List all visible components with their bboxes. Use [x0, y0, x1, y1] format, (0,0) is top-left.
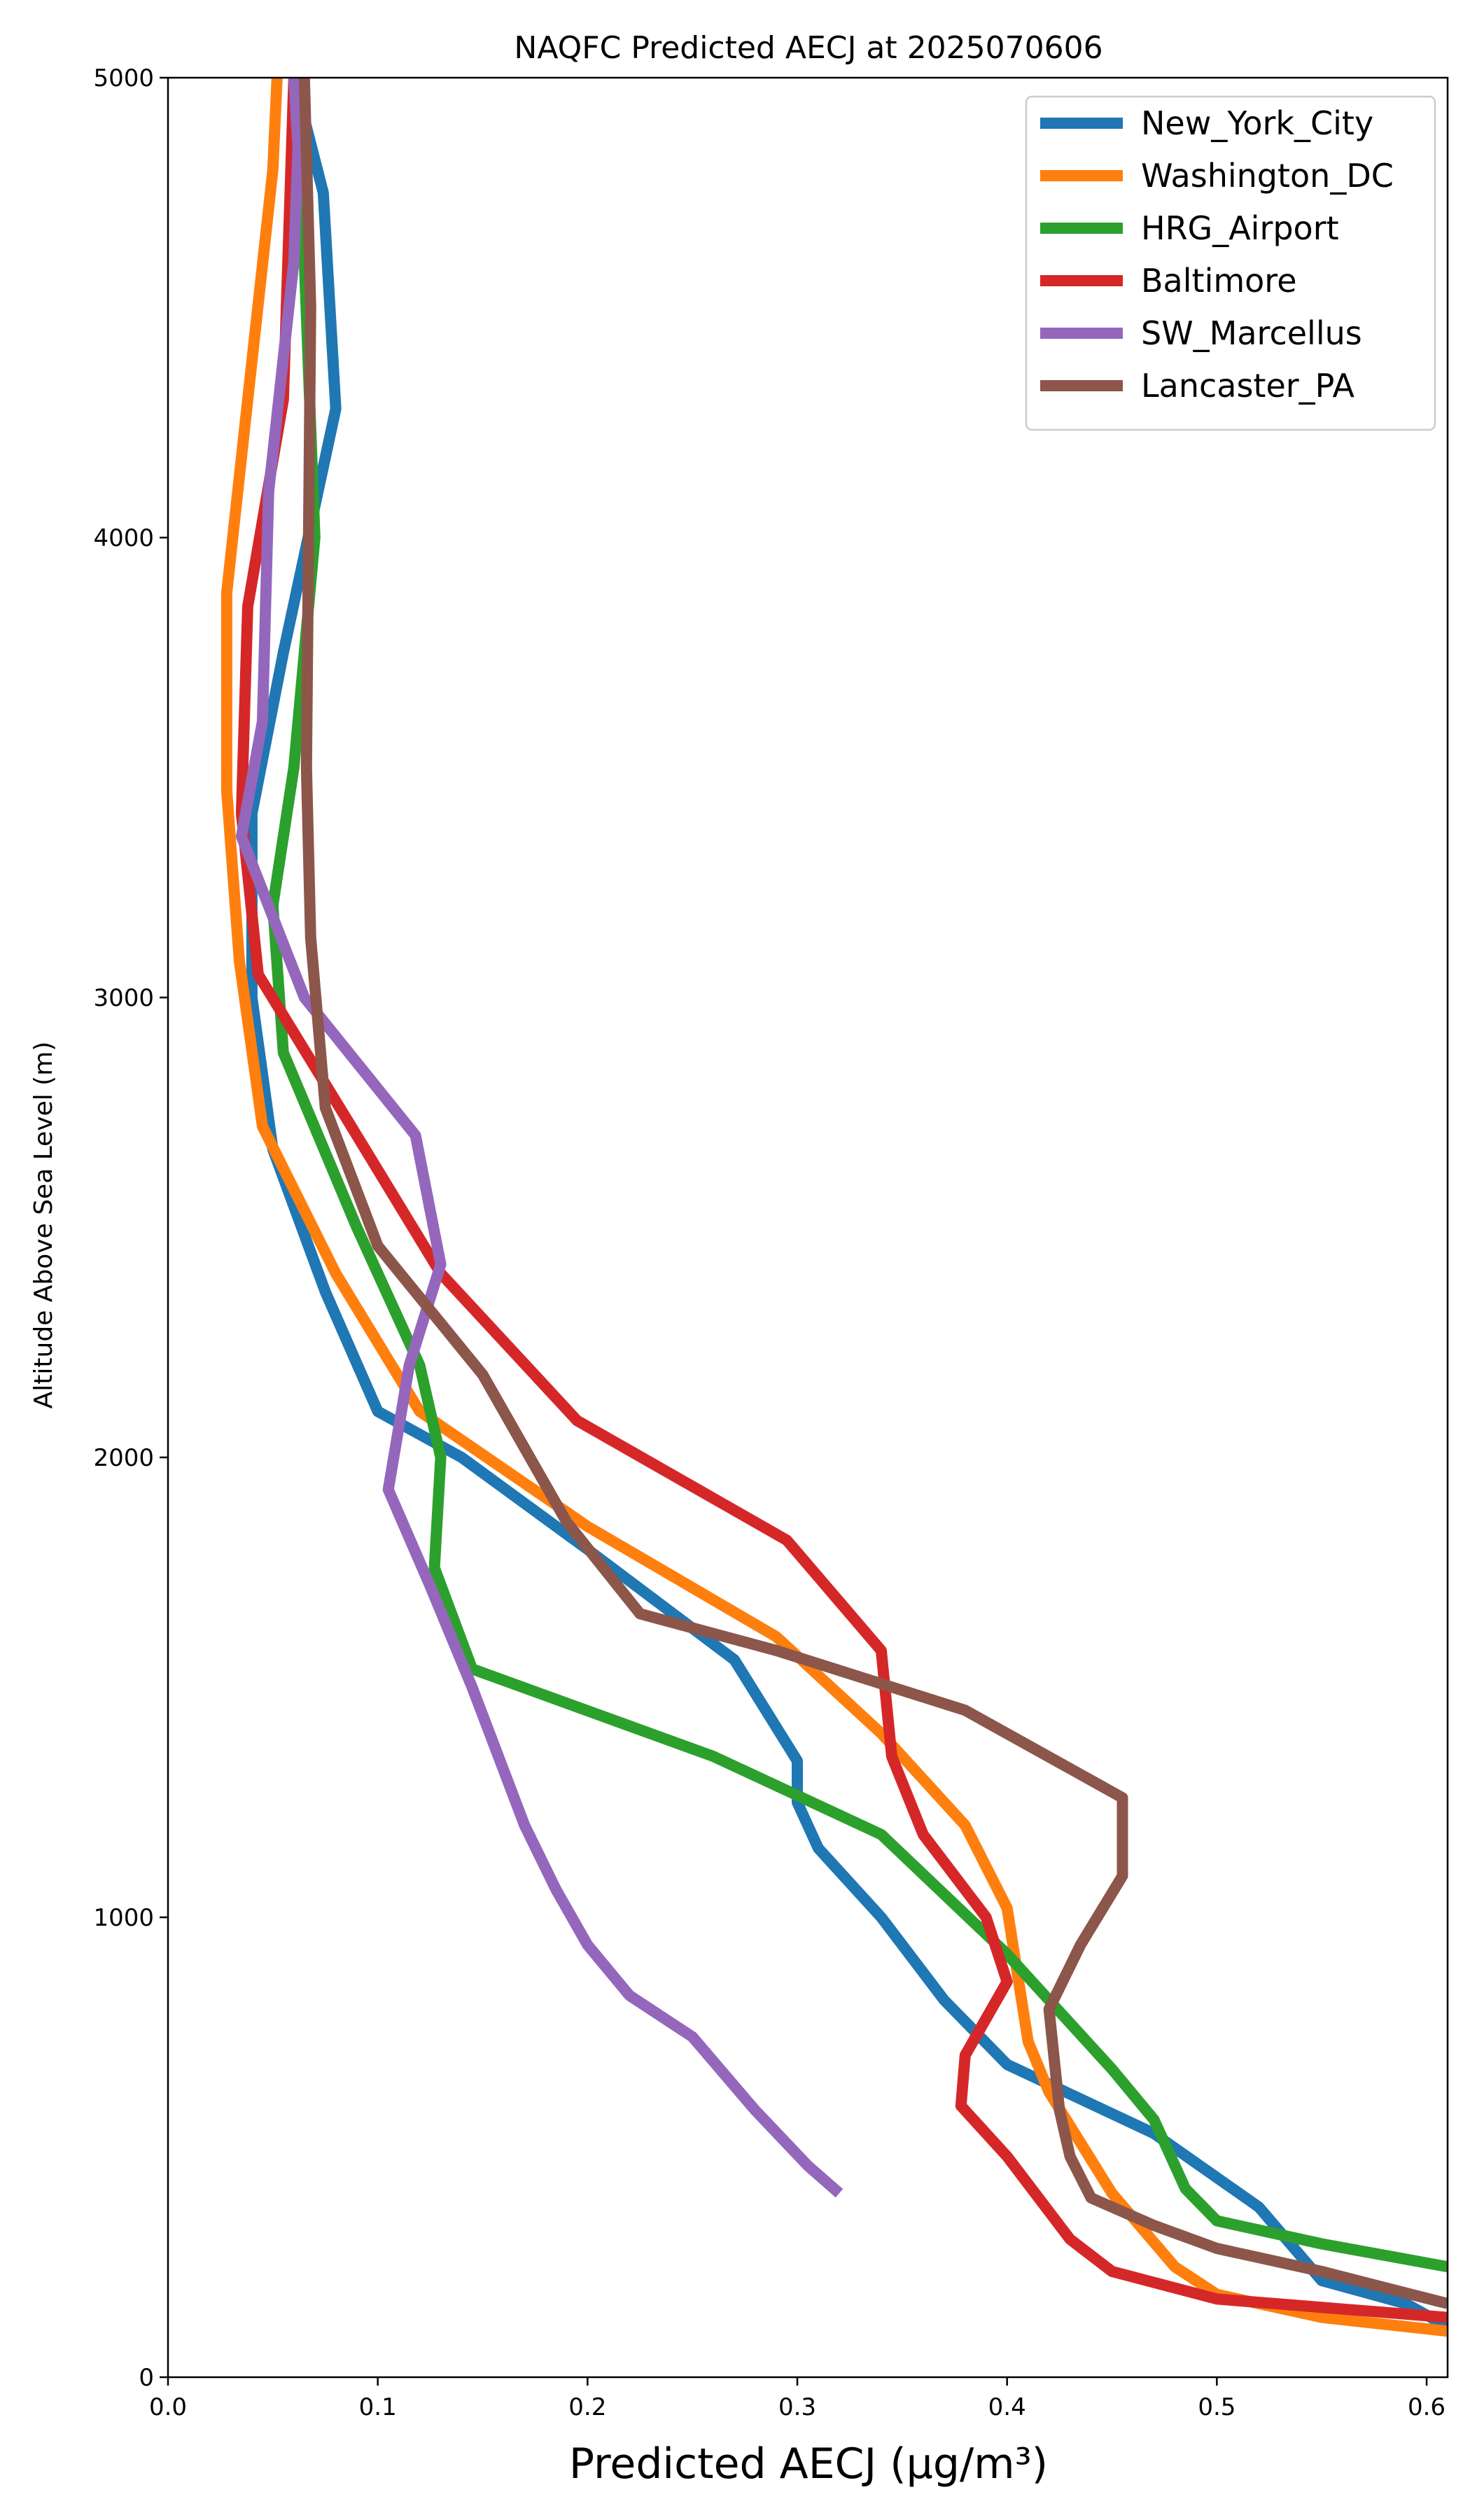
legend-label: SW_Marcellus [1141, 314, 1362, 352]
y-tick-label: 3000 [93, 984, 154, 1012]
x-tick-label: 0.2 [568, 2393, 606, 2421]
legend-label: Washington_DC [1141, 157, 1394, 195]
legend-box [1025, 95, 1436, 431]
legend-label: HRG_Airport [1141, 209, 1339, 247]
x-axis: 0.0 0.1 0.2 0.3 0.4 0.5 0.6 [149, 2377, 1446, 2421]
series-line-washington-dc [220, 78, 1448, 2337]
x-tick-label: 0.4 [988, 2393, 1026, 2421]
y-axis: 0 1000 2000 3000 4000 5000 [93, 64, 168, 2392]
x-axis-label: Predicted AECJ (μg/m³) [569, 2440, 1048, 2488]
series-line-lancaster-pa [298, 78, 1448, 2309]
legend-label: Baltimore [1141, 262, 1297, 300]
y-tick-label: 5000 [93, 64, 154, 92]
y-tick-label: 2000 [93, 1444, 154, 1472]
series-line-sw-marcellus [235, 78, 844, 2198]
plot-area [220, 78, 1448, 2337]
y-tick-label: 0 [139, 2364, 154, 2392]
y-tick-label: 1000 [93, 1904, 154, 1932]
y-axis-label: Altitude Above Sea Level (m) [29, 1042, 58, 1409]
y-tick-label: 4000 [93, 524, 154, 552]
series-line-baltimore [235, 78, 1448, 2323]
x-tick-label: 0.5 [1198, 2393, 1236, 2421]
legend-label: Lancaster_PA [1141, 367, 1354, 405]
x-tick-label: 0.1 [359, 2393, 397, 2421]
legend: New_York_City Washington_DC HRG_Airport Bal… [1025, 95, 1436, 431]
x-tick-label: 0.6 [1408, 2393, 1446, 2421]
x-tick-label: 0.3 [778, 2393, 816, 2421]
chart-title: NAQFC Predicted AECJ at 2025070606 [514, 30, 1102, 66]
axes-frame [167, 76, 1449, 2379]
series-line-hrg-airport [267, 78, 1448, 2273]
series-line-new-york-city [246, 78, 1448, 2332]
x-tick-label: 0.0 [149, 2393, 187, 2421]
legend-label: New_York_City [1141, 104, 1373, 142]
